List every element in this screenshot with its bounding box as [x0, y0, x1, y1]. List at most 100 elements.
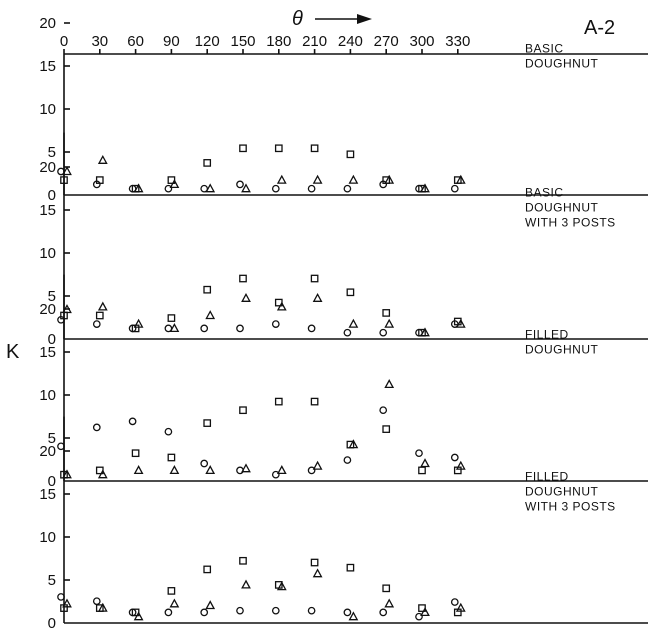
panel-label-line: WITH 3 POSTS [525, 500, 616, 514]
data-point-square [382, 176, 391, 184]
data-point-square [346, 440, 355, 449]
data-point-triangle [241, 579, 251, 589]
data-point-square [131, 184, 140, 193]
data-point-triangle [276, 465, 287, 475]
data-point-triangle [384, 598, 395, 608]
y-axis-label: K [6, 341, 20, 363]
x-tick-label: 300 [409, 33, 434, 50]
data-point-square [453, 466, 462, 475]
y-tick-label: 15 [39, 58, 56, 75]
data-point-square [167, 314, 176, 322]
data-point-triangle [241, 183, 251, 193]
data-point-square [131, 608, 140, 617]
data-point-square [453, 317, 462, 326]
data-point-triangle [97, 154, 108, 164]
y-tick-label: 10 [39, 387, 56, 404]
panel-label: BASIC DOUGHNUT [525, 42, 598, 71]
data-point-circle [307, 324, 316, 333]
data-point-circle [57, 593, 65, 601]
data-point-circle [164, 608, 173, 617]
data-point-circle [307, 606, 316, 615]
y-tick-label: 10 [39, 101, 56, 118]
y-tick-label: 15 [39, 202, 56, 219]
data-point-square [95, 604, 104, 612]
data-point-triangle [205, 183, 216, 193]
data-point-square [167, 176, 176, 184]
panel-label-line: FILLED [525, 470, 569, 484]
x-tick-label: 210 [302, 33, 327, 50]
data-point-square [203, 285, 212, 294]
data-point-triangle [241, 292, 251, 302]
data-point-circle [343, 184, 352, 193]
x-tick-label: 60 [127, 33, 144, 50]
chart-marks [57, 144, 466, 621]
x-tick-label: 330 [445, 33, 470, 50]
data-point-square [310, 397, 319, 406]
data-point-circle [450, 453, 459, 462]
data-point-square [418, 466, 426, 475]
x-tick-label: 180 [266, 33, 291, 50]
data-point-square [167, 453, 176, 462]
y-tick-label: 0 [48, 187, 56, 204]
x-axis-ticks: 0 30 60 90 120 150 180 210 240 270 300 330 [60, 33, 648, 55]
y-tick-label: 15 [39, 344, 56, 361]
data-point-circle [236, 606, 244, 615]
data-point-circle [236, 180, 244, 189]
data-point-square [382, 425, 391, 433]
data-point-square [131, 449, 140, 458]
panel-label-line: DOUGHNUT [525, 57, 598, 71]
x-tick-label: 120 [195, 33, 220, 50]
data-point-square [453, 176, 462, 184]
data-point-square [60, 470, 68, 479]
data-point-square [239, 274, 247, 283]
panel-label: FILLED DOUGHNUT WITH 3 POSTS [525, 470, 616, 514]
panel-label-line: DOUGHNUT [525, 343, 598, 357]
y-tick-label: 20 [39, 443, 56, 460]
data-point-square [346, 150, 355, 159]
figure-label: A-2 [584, 17, 615, 39]
data-point-triangle [205, 310, 216, 320]
data-point-triangle [276, 581, 287, 591]
x-tick-label: 150 [230, 33, 255, 50]
y-tick-label: 20 [39, 159, 56, 176]
y-tick-label: 10 [39, 529, 56, 546]
y-tick-label: 0 [48, 331, 56, 348]
data-point-circle [271, 470, 280, 479]
data-point-square [95, 311, 104, 320]
data-point-triangle [169, 465, 180, 475]
panel-label-line: BASIC [525, 186, 564, 200]
data-point-circle [92, 423, 101, 432]
panel-4: 0 5 10 15 20 FILLED DOUGHNUT WITH 3 POSTS [39, 416, 648, 632]
panel-label: BASIC DOUGHNUT WITH 3 POSTS [525, 186, 616, 230]
panel-2: 0 5 10 15 20 BASIC DOUGHNUT WITH 3 POSTS [39, 132, 648, 348]
data-point-triangle [312, 460, 323, 470]
data-point-circle [343, 456, 352, 464]
data-point-triangle [276, 174, 287, 184]
data-point-square [131, 324, 140, 333]
y-tick-label: 5 [48, 144, 56, 161]
panel-label-line: FILLED [525, 328, 569, 342]
x-axis-arrow [315, 14, 372, 24]
data-point-triangle [169, 323, 180, 333]
data-point-circle [271, 184, 280, 193]
data-point-square [60, 176, 68, 184]
panel-label-line: BASIC [525, 42, 564, 56]
panel-label-line: DOUGHNUT [525, 201, 598, 215]
data-point-square [418, 328, 426, 337]
data-point-triangle [348, 174, 359, 184]
data-point-circle [57, 442, 65, 451]
data-point-triangle [312, 292, 323, 302]
y-tick-label: 0 [48, 615, 56, 632]
data-point-circle [271, 606, 280, 615]
data-point-square [310, 558, 319, 567]
x-tick-label: 0 [60, 33, 68, 50]
data-point-circle [164, 427, 173, 436]
data-point-square [95, 466, 104, 475]
data-point-triangle [384, 318, 395, 328]
y-tick-label: 15 [39, 486, 56, 503]
x-tick-label: 270 [374, 33, 399, 50]
data-point-triangle [205, 600, 216, 610]
